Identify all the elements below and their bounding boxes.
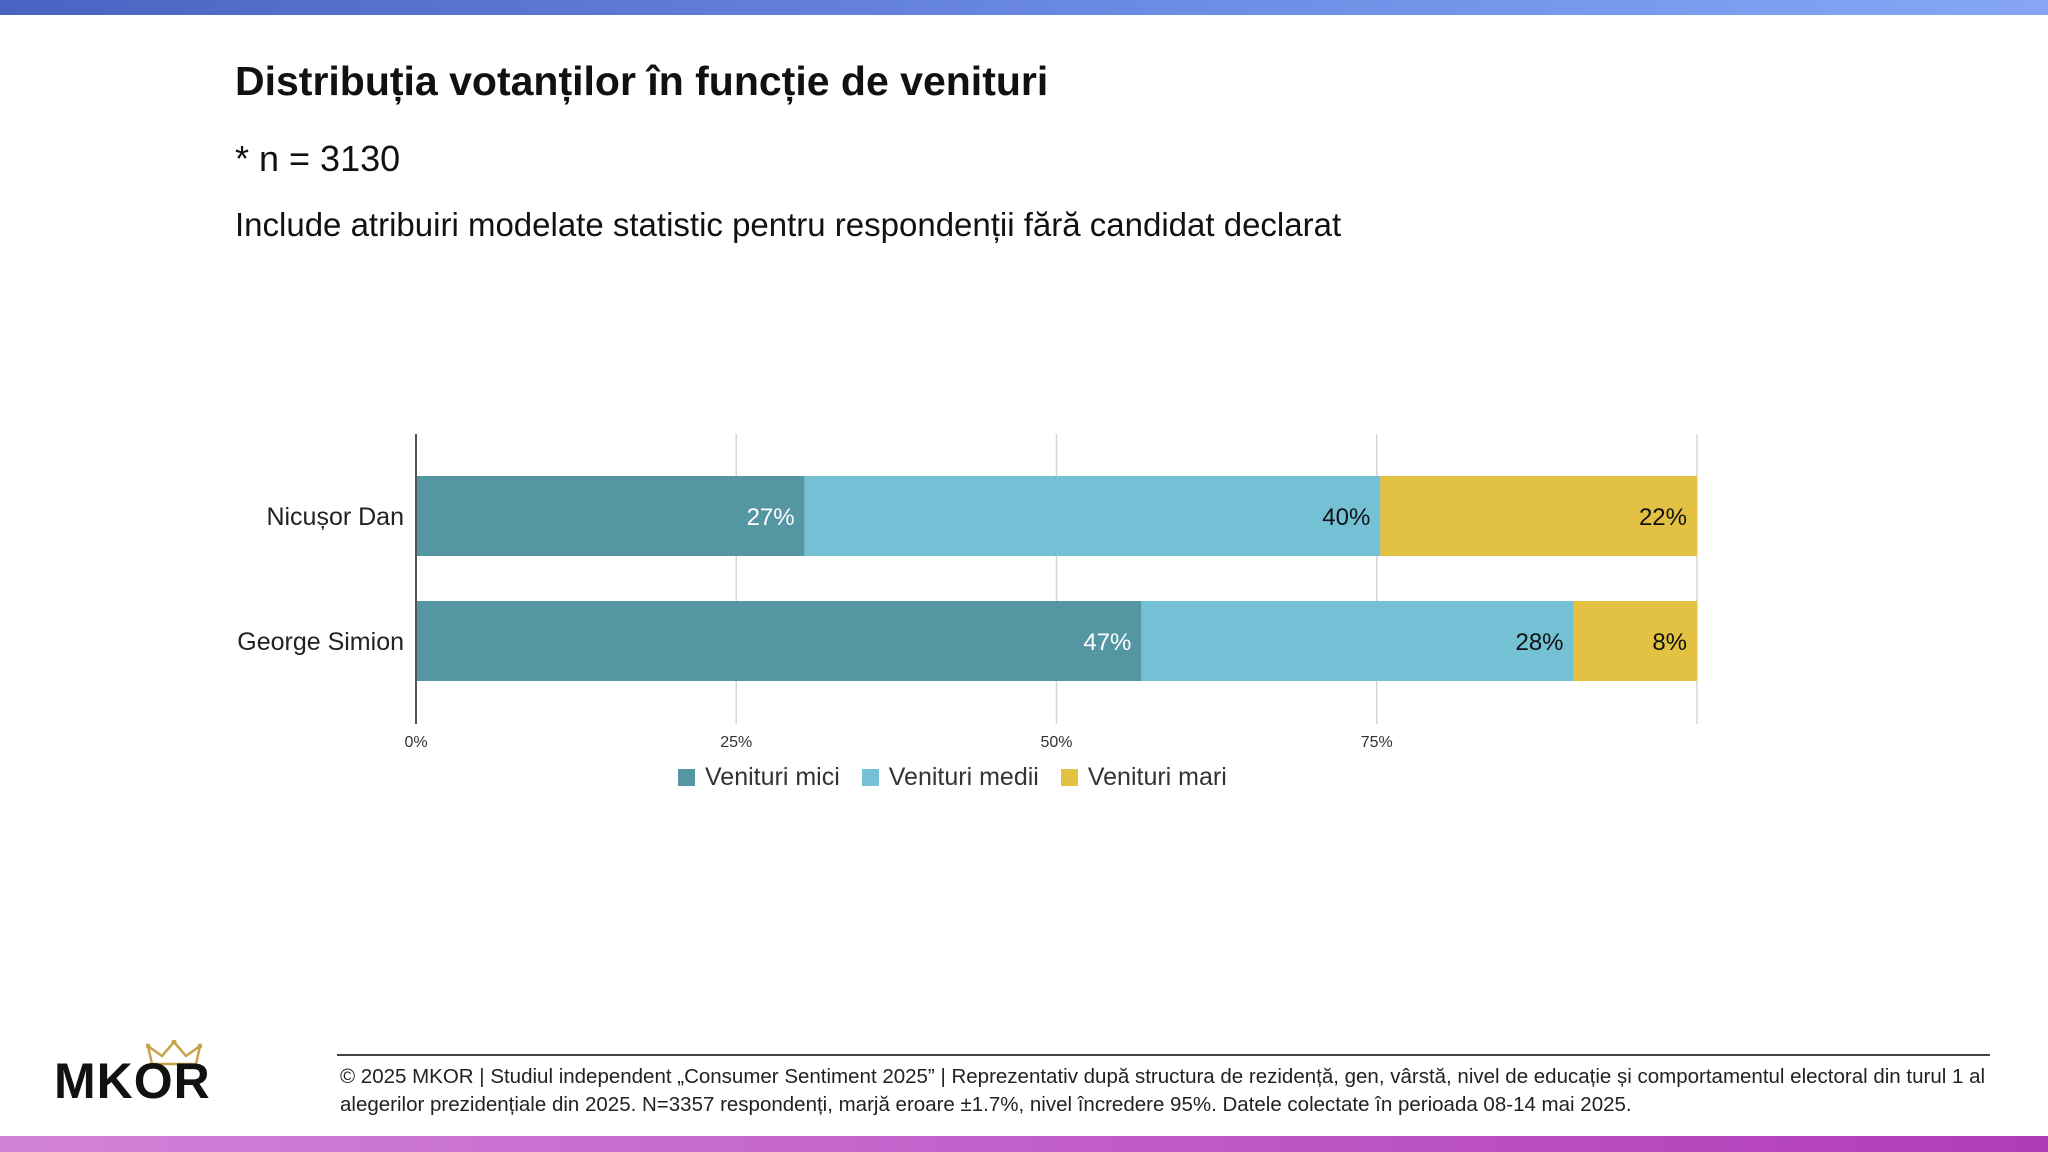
bar-0-2 bbox=[1380, 476, 1697, 556]
bar-1-1 bbox=[1141, 601, 1574, 681]
logo-wordmark: MKOR bbox=[54, 1053, 211, 1109]
data-label-1-1: 28% bbox=[1515, 629, 1563, 656]
category-label-1: George Simion bbox=[237, 628, 404, 656]
bar-0-1 bbox=[804, 476, 1381, 556]
legend-swatch-high bbox=[1060, 769, 1078, 786]
legend-swatch-low bbox=[678, 769, 695, 786]
footer-note: © 2025 MKOR | Studiul independent „Consu… bbox=[340, 1065, 1986, 1116]
crown-icon bbox=[146, 1040, 202, 1066]
bar-1-2 bbox=[1573, 601, 1697, 681]
footer-divider bbox=[337, 1054, 1990, 1056]
tick-label-3: 75% bbox=[1361, 734, 1393, 751]
top-accent-bar bbox=[0, 0, 2048, 15]
stacked-bar-chart: 27% 40% 22% Nicușor Dan 47% 28% 8% George Simio… bbox=[237, 434, 1698, 751]
tick-label-0: 0% bbox=[404, 734, 427, 751]
sample-size-note: * n = 3130 bbox=[235, 138, 401, 179]
data-label-0-2: 22% bbox=[1639, 504, 1687, 531]
legend-item-low: Venituri mici bbox=[678, 763, 840, 792]
tick-label-2: 50% bbox=[1040, 734, 1072, 751]
bottom-accent-bar bbox=[0, 1136, 2048, 1152]
page-subtitle: Include atribuiri modelate statistic pen… bbox=[235, 206, 1342, 243]
page-title: Distribuția votanților în funcție de ven… bbox=[235, 58, 1049, 104]
legend-swatch-mid bbox=[861, 769, 879, 786]
mkor-logo: MKOR bbox=[54, 1040, 244, 1109]
chart-legend: Venituri mici Venituri medii Venituri ma… bbox=[678, 763, 1227, 792]
legend-label-low: Venituri mici bbox=[705, 763, 840, 791]
legend-item-high: Venituri mari bbox=[1060, 763, 1227, 792]
bar-1-0 bbox=[416, 601, 1142, 681]
legend-label-high: Venituri mari bbox=[1087, 763, 1227, 791]
data-label-1-0: 47% bbox=[1083, 629, 1131, 656]
legend-label-mid: Venituri medii bbox=[888, 763, 1039, 791]
legend-item-mid: Venituri medii bbox=[861, 763, 1039, 792]
data-label-0-1: 40% bbox=[1322, 504, 1370, 531]
bar-0-0 bbox=[416, 476, 805, 556]
data-label-0-0: 27% bbox=[747, 504, 795, 531]
tick-label-1: 25% bbox=[720, 734, 752, 751]
data-label-1-2: 8% bbox=[1652, 629, 1687, 656]
category-label-0: Nicușor Dan bbox=[266, 503, 404, 531]
